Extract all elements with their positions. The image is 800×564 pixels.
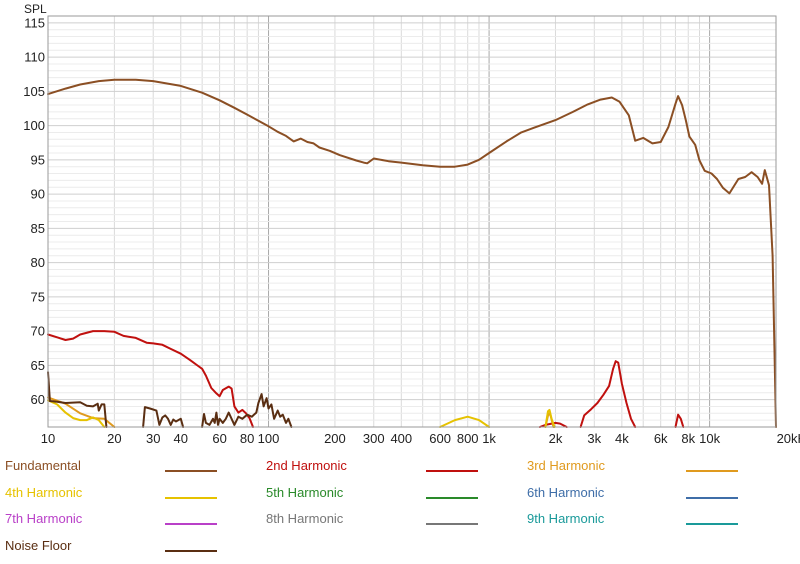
legend-item[interactable]: Noise Floor [5, 538, 220, 564]
y-tick-label: 115 [24, 15, 45, 30]
legend-label: Fundamental [5, 458, 81, 473]
y-tick-label: 105 [23, 84, 45, 99]
y-axis-title: SPL [24, 2, 47, 16]
4th-harmonic-line [47, 399, 106, 428]
legend-label: 8th Harmonic [266, 511, 344, 526]
x-tick-label: 10k [699, 431, 720, 446]
x-tick-label: 6k [654, 431, 668, 446]
y-tick-label: 110 [24, 50, 45, 65]
legend-swatch [686, 496, 738, 499]
legend-label: 7th Harmonic [5, 511, 83, 526]
x-tick-labels: 10 20 30 40 60 80 100 200 300 400 600 800 1k 2k 3k 4k 6k… [41, 431, 800, 446]
x-tick-label: 20kHz [777, 431, 800, 446]
legend-label: Noise Floor [5, 537, 72, 553]
y-tick-label: 95 [31, 152, 45, 167]
legend-item[interactable]: 4th Harmonic [5, 485, 220, 511]
fundamental-line [47, 78, 777, 428]
y-tick-label: 70 [31, 324, 45, 339]
legend-swatch [165, 496, 217, 499]
2nd-harmonic-line [47, 330, 254, 428]
x-tick-label: 30 [146, 431, 160, 446]
noise-floor-line [142, 406, 185, 428]
y-tick-label: 65 [31, 358, 45, 373]
legend-swatch [165, 470, 217, 472]
plot-border [47, 15, 777, 428]
legend-swatch [426, 470, 478, 472]
x-tick-label: 8k [681, 431, 695, 446]
legend-label: 9th Harmonic [527, 511, 605, 526]
x-tick-label: 20 [107, 431, 121, 446]
x-tick-label: 1k [482, 431, 496, 446]
noise-floor-line [47, 371, 108, 428]
4th-harmonic-line [544, 408, 556, 428]
x-tick-label: 10 [41, 431, 55, 446]
legend-item[interactable]: 2nd Harmonic [266, 458, 481, 484]
y-tick-label: 75 [31, 289, 45, 304]
legend-label: 3rd Harmonic [527, 458, 606, 473]
y-tick-label: 90 [31, 187, 45, 202]
x-tick-label: 600 [429, 431, 451, 446]
legend-swatch [426, 496, 478, 499]
legend-item[interactable]: 5th Harmonic [266, 485, 481, 511]
y-tick-labels: 60 65 70 75 80 85 90 95 100 105 110 115 [23, 15, 45, 407]
legend-swatch [686, 470, 738, 472]
legend-swatch [165, 549, 217, 552]
series-lines [47, 78, 777, 428]
4th-harmonic-line [439, 415, 491, 428]
x-tick-label: 60 [212, 431, 226, 446]
legend: Fundamental 2nd Harmonic 3rd Harmonic 4th H… [0, 452, 800, 562]
legend-label: 5th Harmonic [266, 484, 344, 500]
x-tick-label: 800 [457, 431, 479, 446]
y-tick-label: 60 [31, 392, 45, 407]
y-tick-label: 100 [23, 118, 45, 133]
x-tick-label: 400 [390, 431, 412, 446]
legend-item[interactable]: 6th Harmonic [527, 485, 741, 511]
legend-swatch [686, 523, 738, 525]
x-tick-label: 300 [363, 431, 385, 446]
2nd-harmonic-line [538, 421, 568, 428]
x-tick-label: 4k [615, 431, 629, 446]
x-tick-label: 2k [549, 431, 563, 446]
legend-swatch [165, 523, 217, 525]
x-tick-label: 3k [587, 431, 601, 446]
legend-item[interactable]: 8th Harmonic [266, 511, 481, 537]
x-tick-label: 40 [174, 431, 188, 446]
noise-floor-line [201, 393, 293, 428]
frequency-response-chart: 60 65 70 75 80 85 90 95 100 105 110 115 10 20 30 40 60 8… [23, 2, 800, 446]
legend-item[interactable]: 3rd Harmonic [527, 458, 741, 484]
legend-label: 6th Harmonic [527, 484, 605, 500]
legend-swatch [426, 523, 478, 525]
legend-label: 4th Harmonic [5, 484, 83, 500]
x-tick-label: 200 [324, 431, 346, 446]
2nd-harmonic-line [674, 413, 685, 428]
y-tick-label: 80 [31, 255, 45, 270]
legend-item[interactable]: 7th Harmonic [5, 511, 220, 537]
legend-item[interactable]: 9th Harmonic [527, 511, 741, 537]
legend-label: 2nd Harmonic [266, 458, 347, 473]
grid [47, 15, 777, 428]
y-tick-label: 85 [31, 221, 45, 236]
x-tick-label: 80 [240, 431, 254, 446]
2nd-harmonic-line [579, 360, 637, 428]
legend-item[interactable]: Fundamental [5, 458, 220, 484]
x-tick-label: 100 [258, 431, 280, 446]
